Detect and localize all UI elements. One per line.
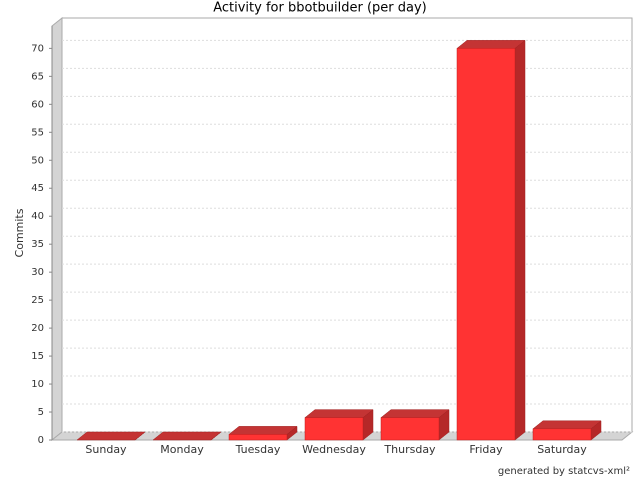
bar bbox=[456, 48, 516, 441]
y-tick-label: 45 bbox=[31, 183, 44, 194]
y-axis-label: Commits bbox=[13, 208, 26, 257]
footer: generated by statcvs-xml² bbox=[498, 466, 630, 477]
chart-title: Activity for bbotbuilder (per day) bbox=[213, 1, 427, 16]
x-tick-label: Sunday bbox=[85, 443, 127, 456]
x-tick-label: Friday bbox=[469, 443, 503, 456]
bar-top bbox=[532, 420, 602, 430]
x-tick-label: Thursday bbox=[383, 443, 436, 456]
y-tick-label: 35 bbox=[31, 239, 44, 250]
y-tick-label: 40 bbox=[31, 211, 44, 222]
bar-top bbox=[304, 409, 374, 418]
y-tick-label: 55 bbox=[31, 127, 44, 138]
y-tick-label: 5 bbox=[38, 407, 44, 418]
bar-top bbox=[228, 426, 298, 435]
x-tick-label: Tuesday bbox=[235, 443, 281, 456]
bar-top bbox=[76, 431, 146, 441]
x-tick-label: Monday bbox=[160, 443, 204, 456]
bar-side bbox=[514, 39, 526, 441]
y-tick-label: 30 bbox=[31, 267, 44, 278]
plot-left-wall bbox=[51, 16, 63, 442]
bar bbox=[304, 417, 364, 441]
x-tick-label: Wednesday bbox=[302, 443, 366, 456]
y-tick-label: 70 bbox=[31, 43, 44, 54]
bar bbox=[532, 428, 592, 441]
y-tick-label: 10 bbox=[31, 379, 44, 390]
y-tick-label: 25 bbox=[31, 295, 44, 306]
plot-back-wall bbox=[61, 17, 633, 433]
bar-top bbox=[380, 409, 450, 418]
y-tick-label: 0 bbox=[38, 435, 44, 446]
y-tick-label: 65 bbox=[31, 71, 44, 82]
x-tick-label: Saturday bbox=[537, 443, 587, 456]
bar-top bbox=[152, 431, 222, 441]
y-tick-label: 20 bbox=[31, 323, 44, 334]
y-tick-label: 50 bbox=[31, 155, 44, 166]
bar bbox=[380, 417, 440, 441]
bar-top bbox=[456, 40, 526, 49]
bar bbox=[228, 434, 288, 441]
y-tick-label: 15 bbox=[31, 351, 44, 362]
y-tick-label: 60 bbox=[31, 99, 44, 110]
